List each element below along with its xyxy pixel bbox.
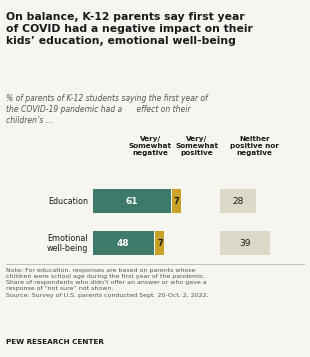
Text: 61: 61 xyxy=(125,197,138,206)
Text: 28: 28 xyxy=(232,197,244,206)
Text: Education: Education xyxy=(48,197,88,206)
FancyBboxPatch shape xyxy=(220,189,256,213)
Text: 7: 7 xyxy=(157,239,163,248)
Text: Emotional
well-being: Emotional well-being xyxy=(47,233,88,253)
FancyBboxPatch shape xyxy=(93,189,170,213)
FancyBboxPatch shape xyxy=(93,231,154,256)
FancyBboxPatch shape xyxy=(172,189,181,213)
Text: Note: For education, responses are based on parents whose
children were school a: Note: For education, responses are based… xyxy=(6,268,209,297)
Text: Very/
Somewhat
negative: Very/ Somewhat negative xyxy=(129,136,172,156)
Text: 48: 48 xyxy=(117,239,130,248)
Text: % of parents of K-12 students saying the first year of
the COVID-19 pandemic had: % of parents of K-12 students saying the… xyxy=(6,94,208,125)
Text: Neither
positive nor
negative: Neither positive nor negative xyxy=(230,136,279,156)
Text: On balance, K-12 parents say first year
of COVID had a negative impact on their
: On balance, K-12 parents say first year … xyxy=(6,12,253,46)
Text: 7: 7 xyxy=(174,197,179,206)
Text: 39: 39 xyxy=(239,239,251,248)
FancyBboxPatch shape xyxy=(156,231,164,256)
Text: Very/
Somewhat
positive: Very/ Somewhat positive xyxy=(175,136,219,156)
Text: PEW RESEARCH CENTER: PEW RESEARCH CENTER xyxy=(6,339,104,345)
FancyBboxPatch shape xyxy=(220,231,270,256)
